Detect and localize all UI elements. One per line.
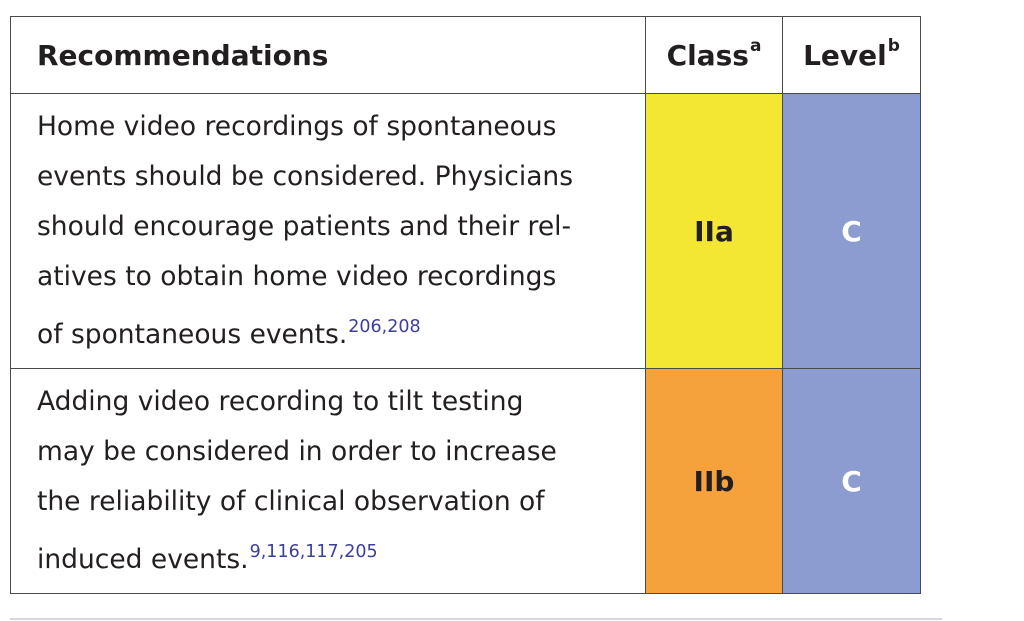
- recommendation-text: Home video recordings of spontaneous even…: [10, 93, 646, 369]
- level-cell: C: [782, 368, 921, 594]
- bottom-divider: [10, 618, 942, 620]
- recommendation-line: should encourage patients and their rel-: [37, 211, 572, 242]
- table-row: Home video recordings of spontaneous even…: [10, 93, 921, 369]
- recommendation-line: induced events.: [37, 544, 249, 575]
- class-cell: IIb: [645, 368, 783, 594]
- recommendation-line: atives to obtain home video recordings: [37, 261, 557, 292]
- header-class-footnote-marker: a: [749, 36, 762, 57]
- header-class: Classa: [645, 16, 783, 94]
- recommendation-line: may be considered in order to increase: [37, 436, 557, 467]
- header-level-footnote-marker: b: [887, 36, 900, 57]
- header-class-label: Class: [666, 38, 749, 72]
- table-header-row: Recommendations Classa Levelb: [10, 16, 921, 94]
- recommendations-table: Recommendations Classa Levelb Home video…: [10, 16, 921, 594]
- recommendation-line: of spontaneous events.: [37, 319, 348, 350]
- header-level: Levelb: [782, 16, 921, 94]
- reference-link[interactable]: 9,116,117,205: [249, 542, 378, 562]
- class-cell: IIa: [645, 93, 783, 369]
- header-recommendations: Recommendations: [10, 16, 646, 94]
- recommendation-line: the reliability of clinical observation …: [37, 486, 545, 517]
- header-level-label: Level: [803, 38, 887, 72]
- recommendation-line: events should be considered. Physicians: [37, 161, 574, 192]
- level-cell: C: [782, 93, 921, 369]
- recommendation-line: Adding video recording to tilt testing: [37, 386, 524, 417]
- table-row: Adding video recording to tilt testing ma…: [10, 368, 921, 594]
- reference-link[interactable]: 206,208: [348, 317, 421, 337]
- recommendation-line: Home video recordings of spontaneous: [37, 111, 557, 142]
- recommendation-text: Adding video recording to tilt testing ma…: [10, 368, 646, 594]
